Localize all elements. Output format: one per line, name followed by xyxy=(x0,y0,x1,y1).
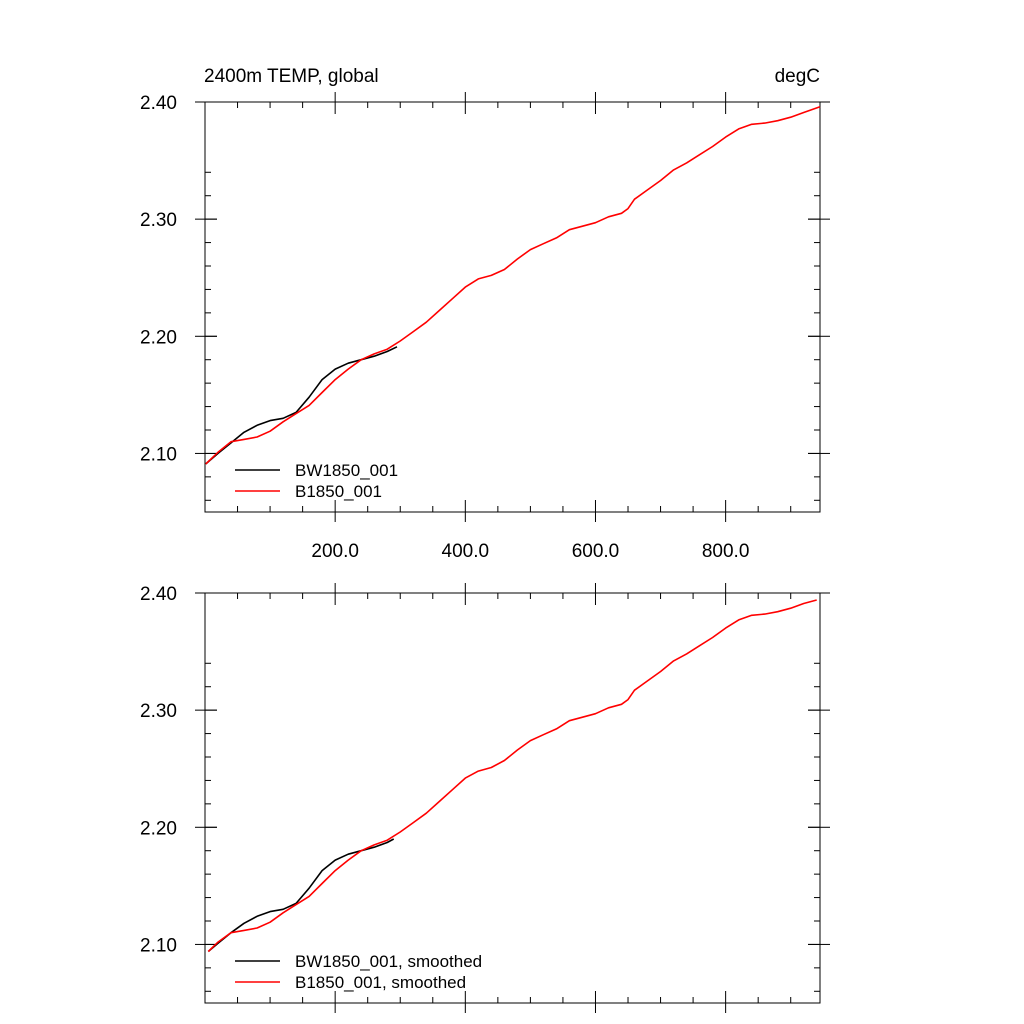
units-label: degC xyxy=(775,66,820,87)
axis-tick-labels: 2.10 2.20 2.30 2.40 xyxy=(140,584,177,956)
x-tick-label: 600.0 xyxy=(572,541,620,562)
axis-ticks xyxy=(195,92,830,522)
axis-tick-labels: 2.10 2.20 2.30 2.40 200.0 400.0 600.0 800.0 xyxy=(140,93,749,562)
series-lines xyxy=(207,599,817,953)
y-tick-label: 2.20 xyxy=(140,327,177,348)
y-tick-label: 2.10 xyxy=(140,935,177,956)
x-tick-label: 200.0 xyxy=(311,541,359,562)
legend-label: B1850_001, smoothed xyxy=(295,973,466,992)
y-tick-label: 2.30 xyxy=(140,210,177,231)
top-panel: 2400m TEMP, global degC 2.10 2.20 2.30 2.40… xyxy=(140,66,830,562)
bottom-panel: 2.10 2.20 2.30 2.40 BW1850_001, smoothed B18… xyxy=(140,583,830,1013)
y-tick-label: 2.40 xyxy=(140,584,177,605)
y-tick-label: 2.20 xyxy=(140,818,177,839)
x-tick-label: 800.0 xyxy=(702,541,750,562)
legend-label: BW1850_001 xyxy=(295,461,398,480)
x-tick-label: 400.0 xyxy=(442,541,490,562)
plot-frame xyxy=(204,101,821,513)
panel-title: 2400m TEMP, global xyxy=(204,66,379,87)
y-tick-label: 2.30 xyxy=(140,701,177,722)
legend-label: B1850_001 xyxy=(295,482,382,501)
series-line xyxy=(205,105,821,465)
axis-ticks xyxy=(195,583,830,1013)
series-line xyxy=(207,599,817,953)
plot-frame xyxy=(204,592,821,1004)
legend-label: BW1850_001, smoothed xyxy=(295,952,482,971)
y-tick-label: 2.40 xyxy=(140,93,177,114)
y-tick-label: 2.10 xyxy=(140,444,177,465)
legend: BW1850_001 B1850_001 xyxy=(235,461,398,501)
legend: BW1850_001, smoothed B1850_001, smoothed xyxy=(235,952,482,992)
series-lines xyxy=(205,105,821,465)
series-line xyxy=(207,838,395,953)
series-line xyxy=(205,346,398,465)
